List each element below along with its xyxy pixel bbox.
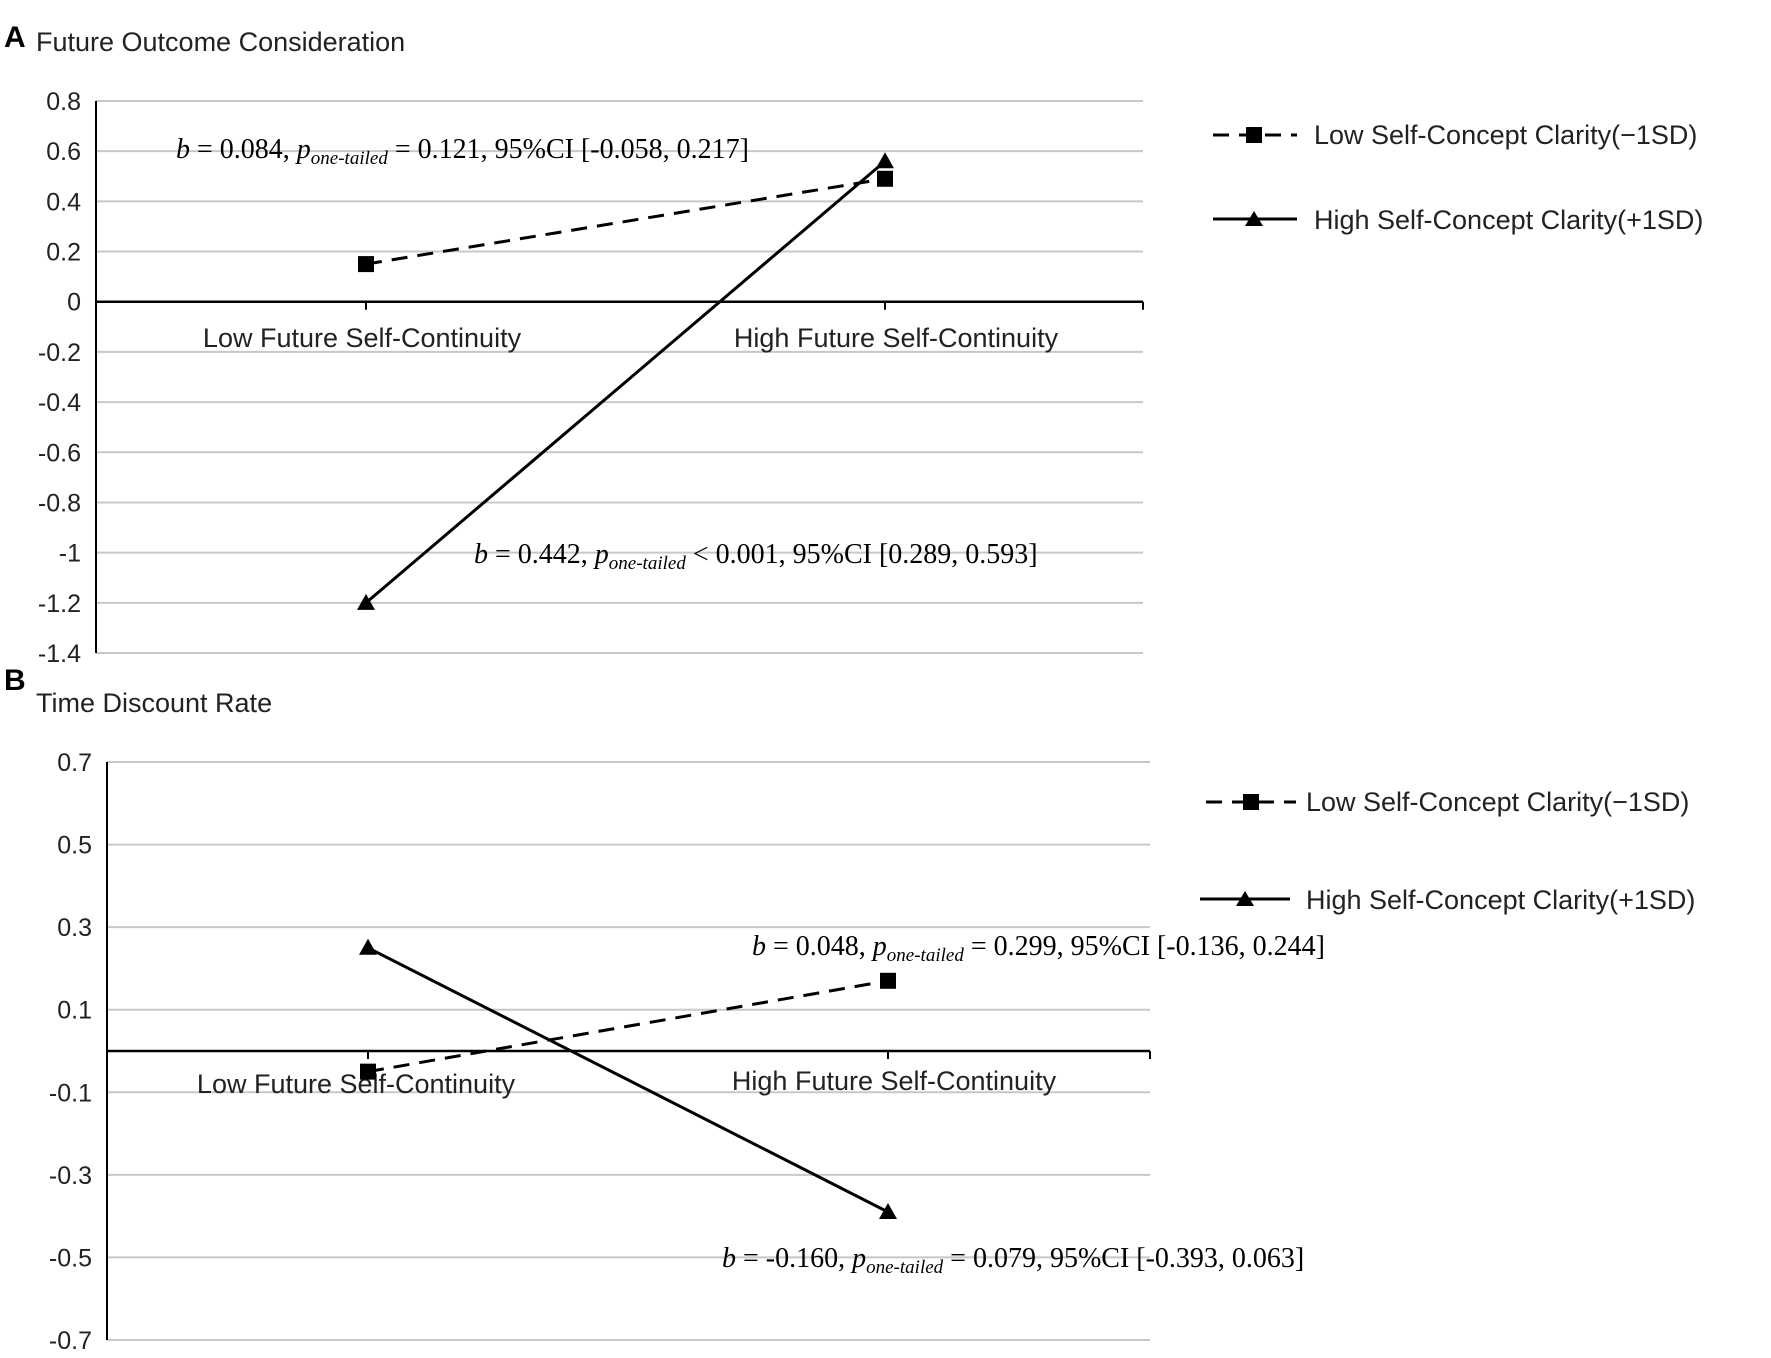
- series-line-a-high-clarity: [365, 160, 886, 604]
- y-tick-label-a-2: 0.4: [46, 188, 81, 216]
- x-tick-label-b-high: High Future Self-Continuity: [732, 1066, 1057, 1096]
- annotation-b-low: b = 0.048, pone-tailed = 0.299, 95%CI [-…: [752, 931, 1325, 966]
- data-point-a-low-clarity-0: [358, 256, 374, 273]
- series-line-b-high-clarity: [367, 946, 889, 1214]
- grid-lines-a: [96, 100, 1143, 654]
- x-tick-label-a-high: High Future Self-Continuity: [734, 323, 1059, 353]
- annotation-a-low: b = 0.084, pone-tailed = 0.121, 95%CI [-…: [176, 134, 749, 169]
- data-point-b-high-clarity-0: [359, 938, 377, 955]
- data-point-a-high-clarity-1: [876, 152, 894, 169]
- legend-b-low-label: Low Self-Concept Clarity(−1SD): [1306, 787, 1689, 817]
- y-tick-label-b-2: 0.3: [57, 914, 92, 942]
- series-line-b-low-clarity: [367, 979, 889, 1074]
- panel-label-b: B: [4, 664, 26, 697]
- legend-b-low-marker: [1243, 794, 1259, 810]
- series-b: [359, 938, 897, 1220]
- data-point-a-high-clarity-0: [357, 593, 375, 610]
- y-tick-label-a-1: 0.6: [46, 138, 81, 166]
- chart-title-b: Time Discount Rate: [36, 688, 272, 718]
- legend-a-low-label: Low Self-Concept Clarity(−1SD): [1314, 120, 1697, 150]
- chart-panel-a: A Future Outcome Consideration 0.8 0.6 0.4…: [4, 21, 1703, 668]
- series-line-a-low-clarity: [365, 177, 886, 266]
- series-a: [357, 152, 894, 610]
- legend-a-high-label: High Self-Concept Clarity(+1SD): [1314, 205, 1703, 235]
- y-tick-label-b-0: 0.7: [57, 749, 92, 777]
- legend-b-high-label: High Self-Concept Clarity(+1SD): [1306, 885, 1695, 915]
- legend-a-low-marker: [1246, 127, 1262, 143]
- annotation-a-high: b = 0.442, pone-tailed < 0.001, 95%CI [0…: [474, 539, 1038, 574]
- grid-lines-b: [107, 761, 1150, 1341]
- y-tick-label-a-0: 0.8: [46, 88, 81, 116]
- y-tick-label-b-7: -0.7: [49, 1327, 92, 1355]
- data-point-b-low-clarity-0: [360, 1063, 376, 1080]
- y-tick-label-b-3: 0.1: [57, 997, 92, 1025]
- annotation-b-high: b = -0.160, pone-tailed = 0.079, 95%CI […: [722, 1243, 1304, 1278]
- y-tick-label-a-4: 0: [67, 289, 81, 317]
- axes-b: [106, 762, 1151, 1340]
- data-point-b-low-clarity-1: [880, 972, 896, 989]
- legend-b-high-marker: [1236, 891, 1254, 906]
- legend-a-high-marker: [1245, 211, 1263, 226]
- y-tick-label-b-4: -0.1: [49, 1079, 92, 1107]
- y-tick-label-a-9: -1: [59, 540, 81, 568]
- y-tick-label-b-6: -0.5: [49, 1244, 92, 1272]
- x-tick-label-a-low: Low Future Self-Continuity: [203, 323, 522, 353]
- chart-panel-b: B Time Discount Rate 0.7 0.5 0.3 0.1 -0.1 -0.…: [4, 664, 1695, 1355]
- y-tick-label-b-5: -0.3: [49, 1162, 92, 1190]
- y-tick-label-a-5: -0.2: [38, 339, 81, 367]
- y-tick-label-a-3: 0.2: [46, 239, 81, 267]
- panel-label-a: A: [4, 21, 26, 54]
- legend-a: Low Self-Concept Clarity(−1SD) High Self…: [1213, 120, 1703, 235]
- x-tick-label-b-low: Low Future Self-Continuity: [197, 1069, 516, 1099]
- y-tick-label-a-6: -0.4: [38, 389, 81, 417]
- y-tick-label-a-10: -1.2: [38, 590, 81, 618]
- data-point-b-high-clarity-1: [879, 1203, 897, 1220]
- y-tick-label-a-11: -1.4: [38, 640, 81, 668]
- y-tick-label-a-7: -0.6: [38, 439, 81, 467]
- y-tick-labels-b: 0.7 0.5 0.3 0.1 -0.1 -0.3 -0.5 -0.7: [49, 749, 92, 1355]
- legend-b: Low Self-Concept Clarity(−1SD) High Self…: [1200, 787, 1695, 915]
- axes-a: [95, 101, 1144, 653]
- y-tick-labels-a: 0.8 0.6 0.4 0.2 0 -0.2 -0.4 -0.6 -0.8 -1 -1.2 -1.4: [38, 88, 81, 668]
- data-point-a-low-clarity-1: [877, 170, 893, 187]
- chart-title-a: Future Outcome Consideration: [36, 27, 405, 57]
- y-tick-label-a-8: -0.8: [38, 489, 81, 517]
- y-tick-label-b-1: 0.5: [57, 832, 92, 860]
